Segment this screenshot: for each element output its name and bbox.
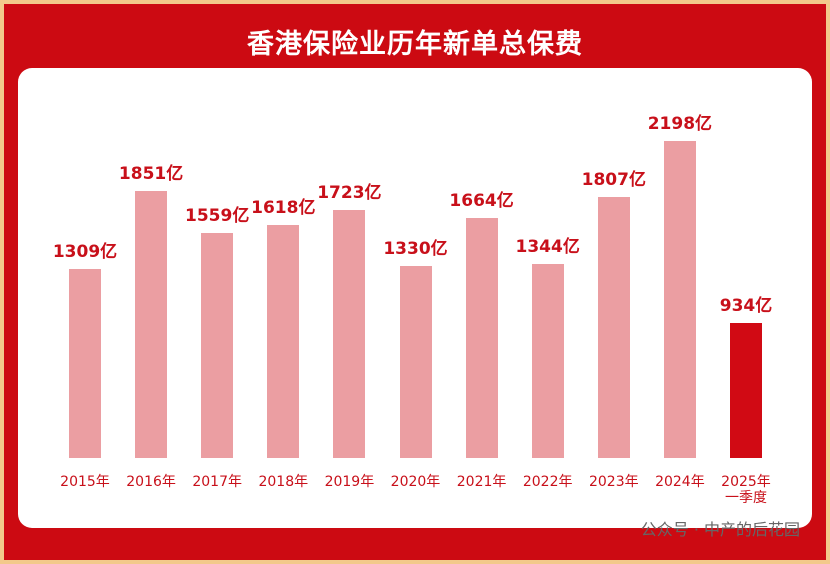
value-label: 1723亿 <box>317 182 382 203</box>
x-tick-label: 2017年 <box>192 474 242 490</box>
value-label: 1309亿 <box>52 242 118 263</box>
x-tick-label: 2024年 <box>655 474 705 490</box>
bar <box>597 197 630 458</box>
watermark: 公众号 · 中产的后花园 <box>640 520 800 539</box>
bar <box>267 224 300 458</box>
bar <box>531 264 564 458</box>
value-label: 1559亿 <box>185 206 250 227</box>
value-label: 1330亿 <box>383 239 448 260</box>
value-label: 1344亿 <box>515 237 580 258</box>
x-tick-label: 2022年 <box>522 474 573 490</box>
x-tick-label: 2023年 <box>588 474 639 490</box>
x-tick-label: 2015年 <box>60 474 110 490</box>
bar <box>333 209 366 458</box>
bar <box>465 218 498 458</box>
value-label: 934亿 <box>719 296 773 317</box>
value-label: 1664亿 <box>449 191 514 211</box>
x-tick-label: 2018年 <box>258 474 309 490</box>
x-tick-label: 2021年 <box>456 474 507 490</box>
bar <box>201 233 234 458</box>
value-label: 1851亿 <box>118 164 184 185</box>
x-tick-label: 2019年 <box>324 474 375 490</box>
x-tick-label: 2016年 <box>126 474 176 490</box>
bar <box>399 266 432 458</box>
value-label: 2198亿 <box>647 114 713 134</box>
value-label: 1618亿 <box>251 197 316 218</box>
chart-title: 香港保险业历年新单总保费 <box>247 29 583 60</box>
x-tick-label: 2020年 <box>390 474 441 490</box>
bar <box>730 323 762 458</box>
bar <box>69 269 101 458</box>
bar <box>663 141 696 458</box>
value-label: 1807亿 <box>581 170 646 191</box>
x-tick-label: 2025年 一季度 <box>721 474 771 506</box>
bar <box>135 191 168 458</box>
